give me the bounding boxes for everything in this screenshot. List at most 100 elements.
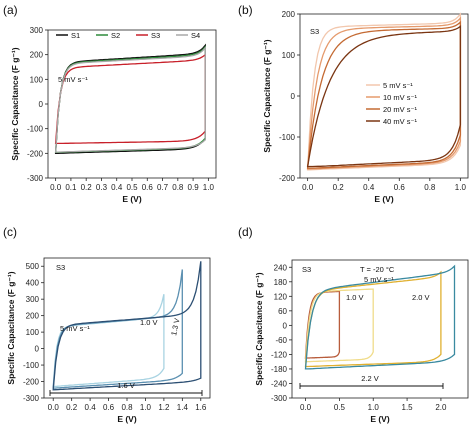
y-axis-label: Specific Capacitance (F g⁻¹)	[6, 271, 16, 384]
y-tick-label: 0	[39, 100, 44, 109]
x-tick-label: 0.0	[300, 403, 312, 412]
legend-entry: 10 mV s⁻¹	[383, 93, 417, 102]
chart-panel-2: (c) 0.0 0.2 0.4 0.6 0.8 1.0 1.2 1.4 1.6 -300 -200 -1…	[3, 225, 211, 424]
legend-entry: 20 mV s⁻¹	[383, 105, 417, 114]
x-axis-label: E (V)	[122, 194, 142, 204]
x-tick-label: 0.4	[111, 183, 123, 192]
annotation-temperature: T = -20 °C	[360, 265, 395, 274]
series-line-1	[304, 288, 374, 363]
x-tick-label: 1.0	[203, 183, 215, 192]
x-tick-label: 0.6	[394, 183, 406, 192]
y-tick-label: 120	[274, 292, 288, 301]
legend-entry: S2	[111, 31, 120, 40]
x-tick-label: 0.4	[85, 403, 97, 412]
y-tick-label: 0	[283, 321, 288, 330]
y-tick-label: -120	[271, 350, 288, 359]
legend-entry: S3	[151, 31, 160, 40]
y-tick-label: -300	[23, 394, 40, 403]
plot-frame	[291, 259, 469, 399]
x-tick-label: 0.8	[172, 183, 184, 192]
x-tick-label: 0.0	[48, 403, 60, 412]
x-tick-label: 0.2	[81, 183, 93, 192]
series-line-1	[54, 45, 206, 153]
x-axis-label: E (V)	[370, 414, 390, 424]
annotation-scan-rate: 5 mV s⁻¹	[58, 75, 88, 84]
x-tick-label: 0.5	[334, 403, 346, 412]
legend-entry: S1	[71, 31, 80, 40]
y-axis-label: Specific Capacitance (F g⁻¹)	[10, 47, 20, 160]
x-tick-label: 0.3	[96, 183, 108, 192]
series-line-3	[304, 264, 456, 370]
y-axis-label: Specific Capacitance (F g⁻¹)	[262, 39, 272, 152]
series-line-2	[54, 53, 206, 145]
series-line-3	[54, 46, 206, 153]
series-line-0	[306, 12, 462, 171]
y-tick-label: 300	[26, 295, 40, 304]
x-tick-label: 0.2	[333, 183, 345, 192]
plot-frame	[47, 29, 217, 179]
y-tick-label: -100	[279, 133, 296, 142]
y-tick-label: 100	[30, 75, 44, 84]
y-tick-label: -100	[27, 125, 44, 134]
chart-panel-0: (a) 0.0 0.1 0.2 0.3 0.4 0.5 0.6 0.7 0.8 0.9 1.0 -300…	[3, 3, 217, 204]
y-tick-label: 100	[26, 328, 40, 337]
y-tick-label: 200	[282, 10, 296, 19]
y-tick-label: -100	[23, 361, 40, 370]
x-axis-label: E (V)	[374, 194, 394, 204]
annotation-window-22v: 2.2 V	[361, 374, 379, 383]
x-tick-label: 0.1	[65, 183, 77, 192]
x-axis-label: E (V)	[117, 414, 137, 424]
y-tick-label: 180	[274, 278, 288, 287]
series-line-3	[306, 25, 462, 168]
y-tick-label: 240	[274, 263, 288, 272]
y-tick-label: -300	[27, 174, 44, 183]
y-axis-label: Specific Capacitance (F g⁻¹)	[254, 272, 264, 385]
x-tick-label: 0.0	[302, 183, 314, 192]
x-tick-label: 0.5	[126, 183, 138, 192]
x-tick-label: 1.0	[455, 183, 467, 192]
y-tick-label: 0	[291, 92, 296, 101]
panel-label: (b)	[238, 3, 253, 17]
panel-label: (a)	[3, 3, 18, 17]
annotation-scan-rate: 5 mV s⁻¹	[364, 275, 394, 284]
annotation-sample: S3	[56, 263, 65, 272]
y-tick-label: 200	[26, 312, 40, 321]
annotation-window-2v: 2.0 V	[412, 293, 430, 302]
annotation-window-1v: 1.0 V	[346, 293, 364, 302]
annotation-sample: S3	[302, 265, 311, 274]
series-line-2	[52, 261, 202, 391]
series-line-0	[304, 290, 341, 359]
x-tick-label: 1.4	[177, 403, 189, 412]
x-tick-label: 0.9	[188, 183, 200, 192]
y-tick-label: -60	[275, 336, 287, 345]
y-tick-label: -180	[271, 365, 288, 374]
y-tick-label: 300	[30, 26, 44, 35]
y-tick-label: -300	[271, 394, 288, 403]
y-tick-label: -200	[279, 174, 296, 183]
x-tick-label: 1.5	[402, 403, 414, 412]
x-tick-label: 2.0	[435, 403, 447, 412]
y-tick-label: -200	[27, 149, 44, 158]
chart-panel-1: (b) 0.0 0.2 0.4 0.6 0.8 1.0 -200 -100 0 100 200 E (V…	[238, 3, 469, 204]
x-tick-label: 0.2	[66, 403, 78, 412]
x-tick-label: 0.7	[157, 183, 169, 192]
series-line-2	[304, 270, 442, 368]
legend-entry: 40 mV s⁻¹	[383, 117, 417, 126]
panel-label: (d)	[238, 225, 253, 239]
y-tick-label: 0	[35, 345, 40, 354]
annotation-window-1v: 1.0 V	[140, 318, 158, 327]
x-tick-label: 0.8	[121, 403, 133, 412]
series-line-0	[52, 294, 165, 388]
y-tick-label: 500	[26, 262, 40, 271]
x-tick-label: 0.6	[142, 183, 154, 192]
x-tick-label: 1.6	[195, 403, 207, 412]
x-tick-label: 0.0	[50, 183, 62, 192]
annotation-sample: S3	[310, 27, 319, 36]
x-tick-label: 0.4	[363, 183, 375, 192]
y-tick-label: -200	[23, 378, 40, 387]
y-tick-label: 400	[26, 279, 40, 288]
y-tick-label: 60	[278, 307, 287, 316]
x-tick-label: 1.0	[140, 403, 152, 412]
x-tick-label: 1.2	[158, 403, 170, 412]
